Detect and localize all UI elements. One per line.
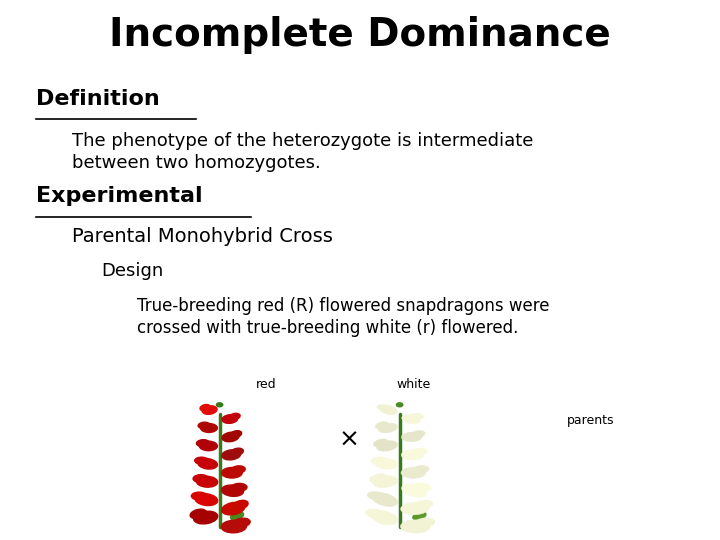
Ellipse shape [410,413,423,420]
Ellipse shape [377,441,397,451]
Ellipse shape [411,430,426,437]
Ellipse shape [222,432,239,442]
Ellipse shape [233,500,248,510]
Ellipse shape [221,520,246,533]
Ellipse shape [369,474,387,483]
Ellipse shape [201,423,217,433]
Ellipse shape [231,483,247,491]
Ellipse shape [370,510,398,525]
Ellipse shape [231,466,246,474]
Ellipse shape [190,509,207,518]
Ellipse shape [372,493,398,507]
Ellipse shape [401,432,422,442]
Ellipse shape [374,458,398,469]
Ellipse shape [400,502,429,515]
Ellipse shape [198,458,217,469]
Ellipse shape [365,509,385,518]
Ellipse shape [412,465,429,474]
Ellipse shape [222,415,238,423]
Ellipse shape [402,414,420,424]
Ellipse shape [195,494,217,505]
Ellipse shape [196,512,209,520]
Ellipse shape [367,491,386,501]
Text: Definition: Definition [36,89,160,109]
Ellipse shape [373,476,398,488]
Ellipse shape [374,439,387,447]
Ellipse shape [229,413,240,420]
Ellipse shape [197,440,210,447]
Ellipse shape [411,448,427,455]
Ellipse shape [222,450,240,460]
Text: The phenotype of the heterozygote is intermediate
between two homozygotes.: The phenotype of the heterozygote is int… [72,132,534,172]
Ellipse shape [371,457,387,464]
Ellipse shape [413,500,433,509]
Ellipse shape [400,520,431,533]
Ellipse shape [378,423,397,433]
Ellipse shape [193,475,208,482]
Ellipse shape [414,518,435,527]
Ellipse shape [402,484,426,497]
Ellipse shape [222,485,243,496]
Ellipse shape [380,406,397,415]
Ellipse shape [222,502,245,515]
Ellipse shape [194,511,217,524]
Ellipse shape [413,512,426,520]
Text: ×: × [338,428,360,452]
Ellipse shape [401,467,426,478]
Ellipse shape [230,431,242,438]
Text: red: red [256,379,276,392]
Ellipse shape [233,518,250,527]
Text: Incomplete Dominance: Incomplete Dominance [109,16,611,54]
Ellipse shape [192,492,207,500]
Text: Parental Monohybrid Cross: Parental Monohybrid Cross [72,227,333,246]
Ellipse shape [401,450,424,460]
Ellipse shape [413,483,431,491]
Text: Experimental: Experimental [36,186,202,206]
Ellipse shape [230,448,243,456]
Text: Design: Design [101,262,163,280]
Ellipse shape [199,441,217,451]
Text: white: white [397,379,431,392]
Ellipse shape [217,403,222,407]
Ellipse shape [198,422,210,428]
Text: parents: parents [567,414,614,427]
Ellipse shape [200,404,210,411]
Ellipse shape [377,404,390,410]
Ellipse shape [375,422,388,429]
Text: True-breeding red (R) flowered snapdragons were
crossed with true-breeding white: True-breeding red (R) flowered snapdrago… [137,297,549,337]
Ellipse shape [222,468,242,478]
Ellipse shape [197,476,217,487]
Ellipse shape [373,512,387,520]
Ellipse shape [397,403,402,407]
Ellipse shape [230,512,243,520]
Ellipse shape [194,457,209,464]
Ellipse shape [202,406,217,414]
